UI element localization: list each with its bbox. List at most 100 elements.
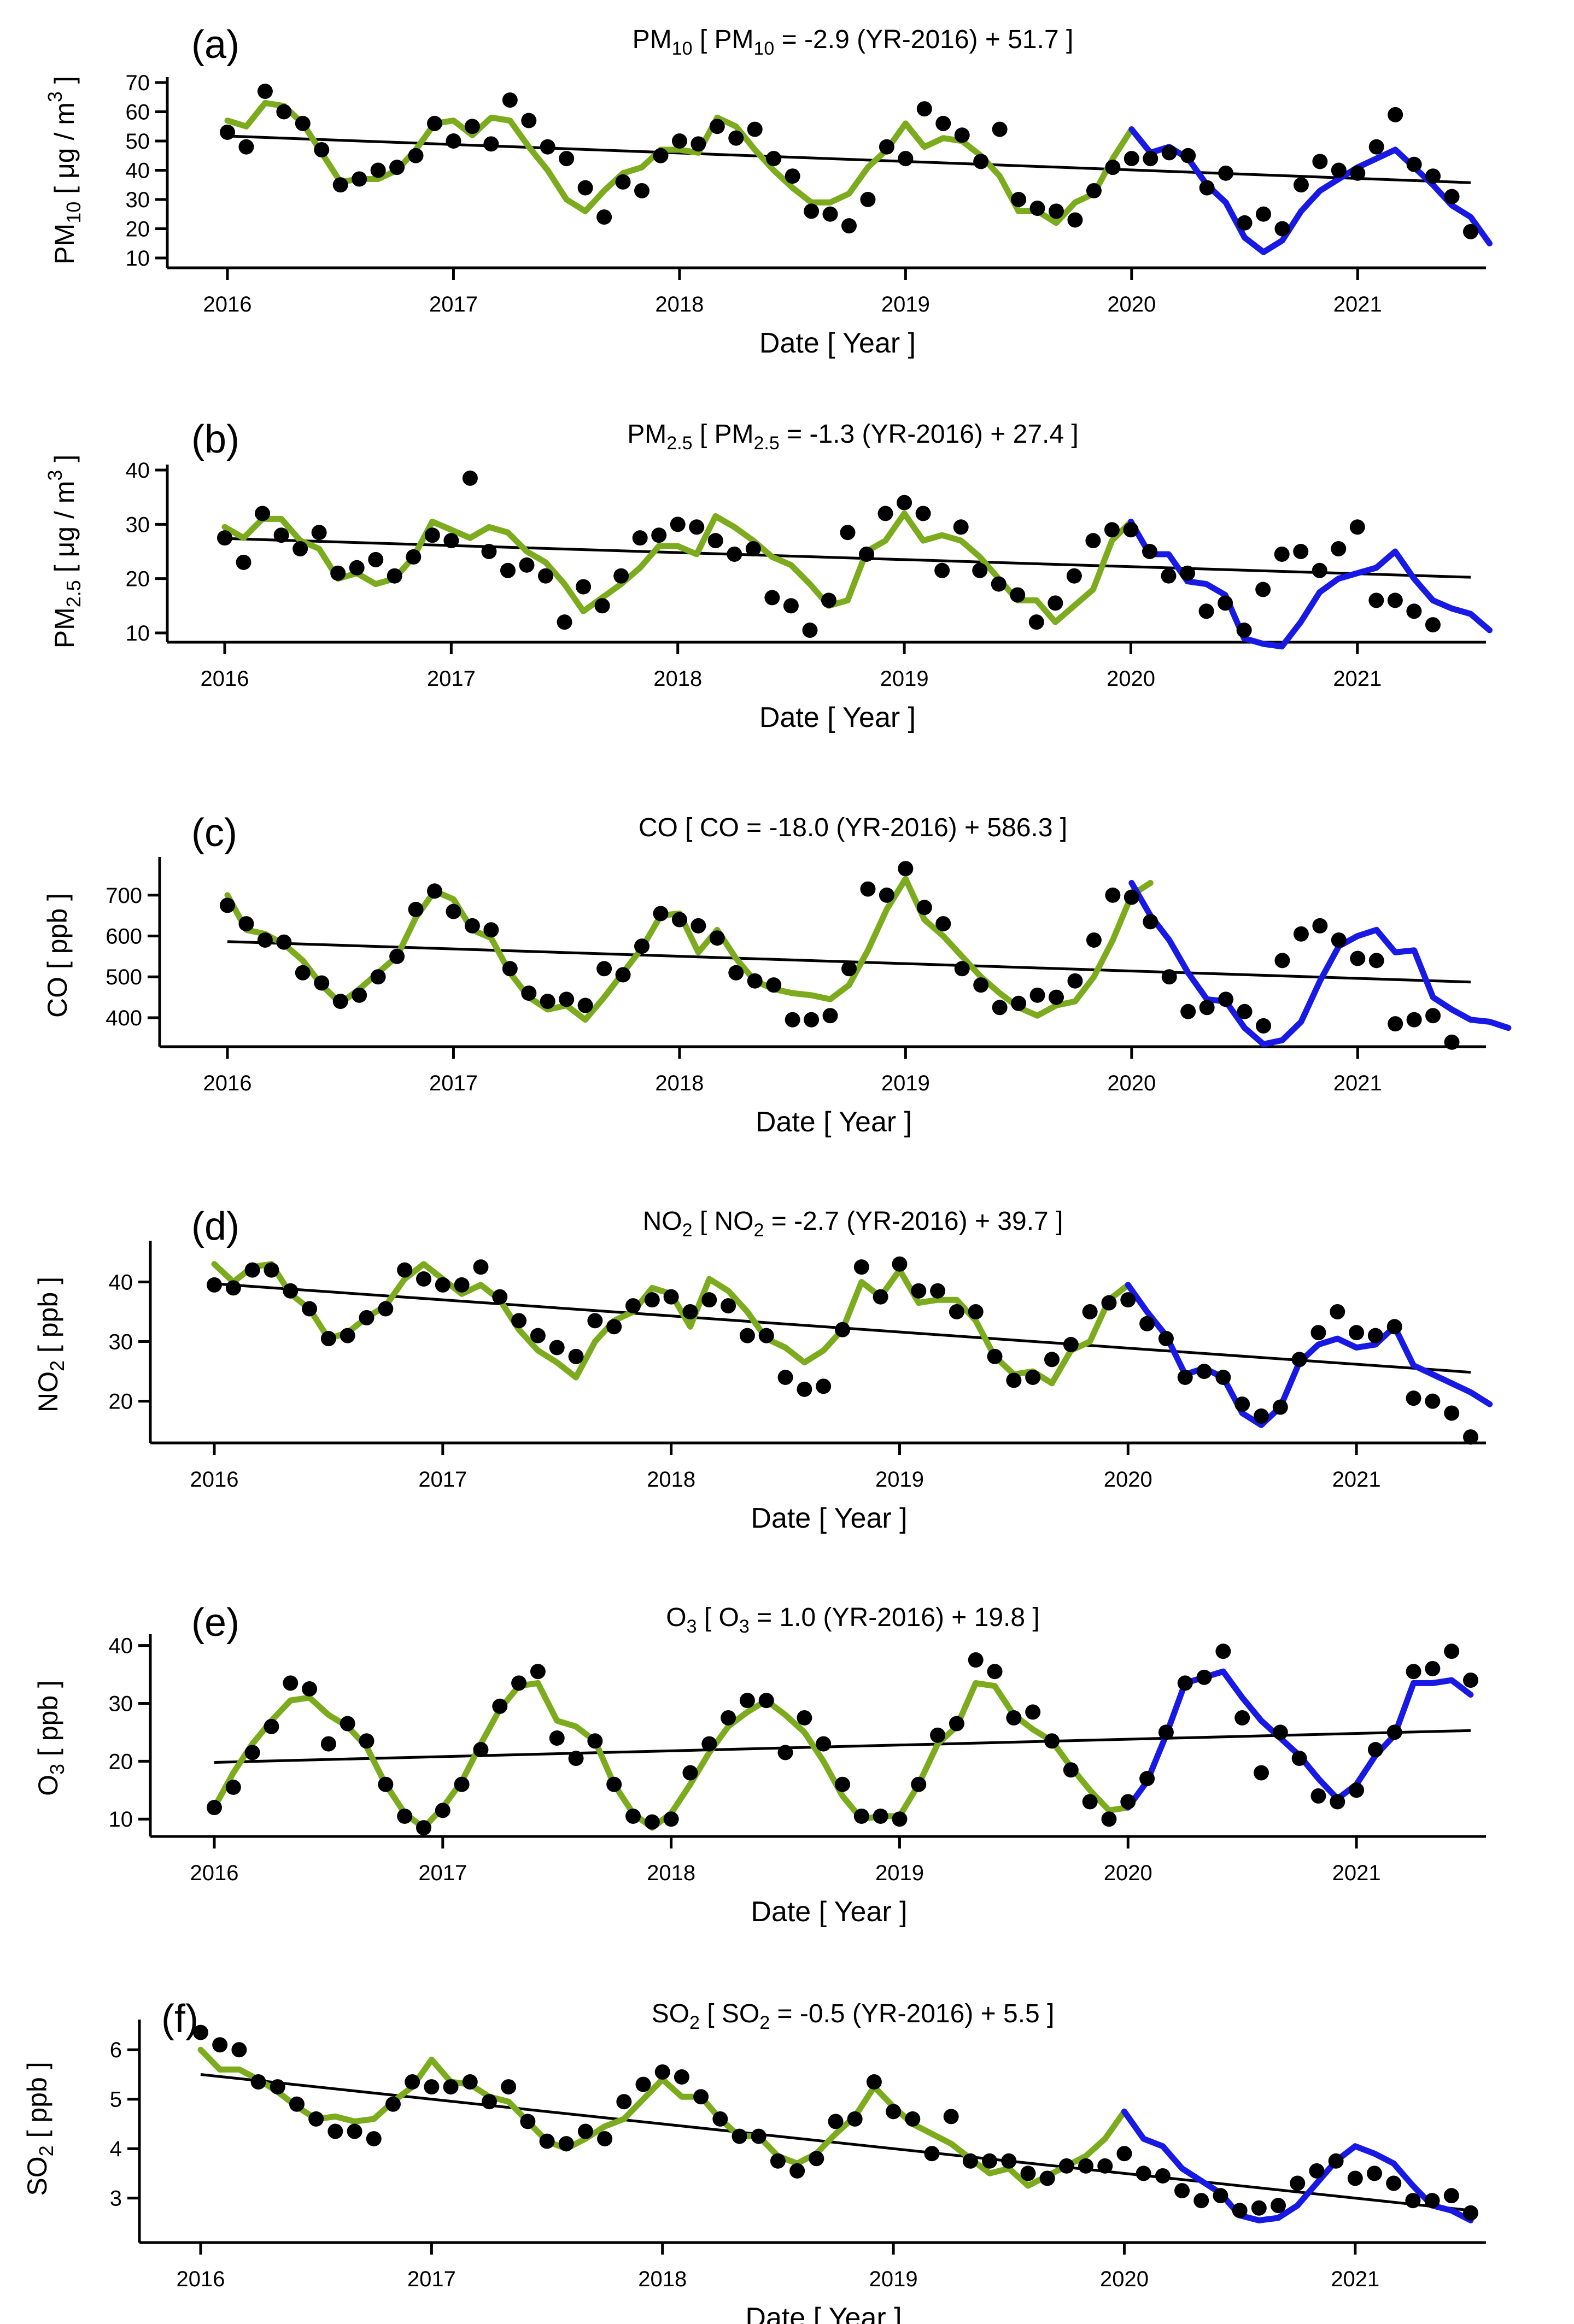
y-tick-label: 600 (106, 925, 142, 949)
series-post-2020 (1128, 879, 1512, 1047)
data-point (841, 218, 857, 234)
x-tick-label: 2020 (1107, 667, 1155, 691)
title-sub: 2 (759, 2012, 770, 2033)
data-point (435, 1277, 450, 1293)
data-point (935, 916, 951, 932)
data-point (987, 1664, 1003, 1680)
data-point (764, 590, 780, 606)
y-tick-label: 40 (126, 459, 150, 483)
data-point (1237, 1003, 1253, 1019)
data-point (653, 148, 669, 163)
panel-letter: (e) (191, 1601, 239, 1645)
data-point (809, 2151, 824, 2167)
y-tick-label: 30 (126, 188, 150, 212)
data-point (962, 2153, 978, 2169)
data-point (1349, 1782, 1365, 1798)
data-point (1143, 914, 1158, 930)
data-point (1312, 562, 1327, 578)
data-point (1010, 587, 1026, 603)
data-point (804, 1012, 820, 1028)
x-tick-label: 2018 (638, 2267, 687, 2291)
data-point (1254, 1408, 1269, 1424)
data-point (615, 174, 631, 190)
data-point (1044, 1352, 1060, 1368)
data-point (766, 977, 782, 993)
title-equation: = 1.0 (YR-2016) + 19.8 ] (750, 1603, 1040, 1632)
x-axis-label: Date [ Year ] (751, 1896, 907, 1928)
data-point (709, 119, 725, 134)
chart-title: PM2.5 [ PM2.5 = -1.3 (YR-2016) + 27.4 ] (627, 420, 1079, 454)
data-point (1405, 2193, 1421, 2209)
series-post-2020 (1121, 2108, 1474, 2223)
data-point (521, 985, 537, 1001)
data-point (1048, 595, 1063, 611)
data-point (1116, 2146, 1132, 2162)
data-point (1234, 1710, 1250, 1726)
y-axis-label: NO2 [ ppb ] (33, 1277, 68, 1412)
y-tick-label: 4 (110, 2137, 122, 2161)
data-point (840, 525, 856, 541)
data-point (389, 160, 405, 175)
data-point (492, 1289, 508, 1305)
data-point (314, 975, 330, 991)
data-point (1367, 2165, 1383, 2181)
data-point (408, 148, 424, 163)
y-tick-label: 3 (110, 2187, 122, 2211)
data-point (973, 977, 989, 993)
data-point (1011, 192, 1027, 207)
series-post-2020 (1128, 126, 1493, 255)
data-point (368, 551, 384, 567)
data-point (549, 1340, 565, 1355)
x-tick-label: 2016 (190, 1861, 239, 1885)
data-point (745, 541, 761, 557)
trend-line (214, 1729, 1471, 1764)
data-point (1330, 1794, 1345, 1810)
data-point (1215, 1644, 1231, 1659)
trend-line (224, 537, 1471, 579)
data-point (1386, 1724, 1402, 1740)
x-tick-label: 2019 (880, 667, 929, 691)
data-point (1310, 1788, 1326, 1804)
x-tick-label: 2017 (429, 292, 478, 316)
data-point (557, 614, 572, 630)
data-point (1011, 995, 1027, 1011)
data-point (670, 517, 686, 532)
data-point (606, 1319, 622, 1335)
data-point (289, 2096, 305, 2112)
data-point (954, 127, 970, 143)
data-point (1331, 932, 1347, 948)
data-point (701, 1292, 717, 1308)
data-point (674, 2069, 689, 2085)
data-point (613, 568, 629, 584)
data-point (1085, 533, 1101, 549)
x-tick-label: 2021 (1331, 2267, 1379, 2291)
data-point (1086, 183, 1102, 198)
data-point (340, 1328, 355, 1343)
data-point (427, 883, 442, 899)
data-point (320, 1736, 336, 1752)
data-point (352, 987, 367, 1003)
data-point (1368, 592, 1384, 608)
x-tick-label: 2017 (427, 667, 476, 691)
data-point (873, 1808, 888, 1824)
data-point (1237, 215, 1253, 231)
data-point (244, 1262, 260, 1278)
data-point (654, 2064, 670, 2080)
data-point (1155, 2168, 1171, 2184)
data-point (1006, 1710, 1022, 1726)
data-point (257, 84, 273, 99)
data-point (1293, 544, 1309, 559)
data-point (1029, 987, 1045, 1003)
x-tick-label: 2016 (177, 2267, 225, 2291)
data-point (1063, 1762, 1079, 1778)
data-point (359, 1310, 375, 1325)
y-tick-label: 400 (106, 1006, 142, 1030)
data-point (916, 900, 932, 915)
data-point (1387, 592, 1403, 608)
x-axis-label: Date [ Year ] (756, 1106, 912, 1138)
data-point (804, 203, 820, 219)
data-point (443, 2079, 459, 2095)
data-point (709, 930, 725, 946)
x-tick-label: 2019 (881, 292, 930, 316)
data-point (1367, 1742, 1383, 1758)
